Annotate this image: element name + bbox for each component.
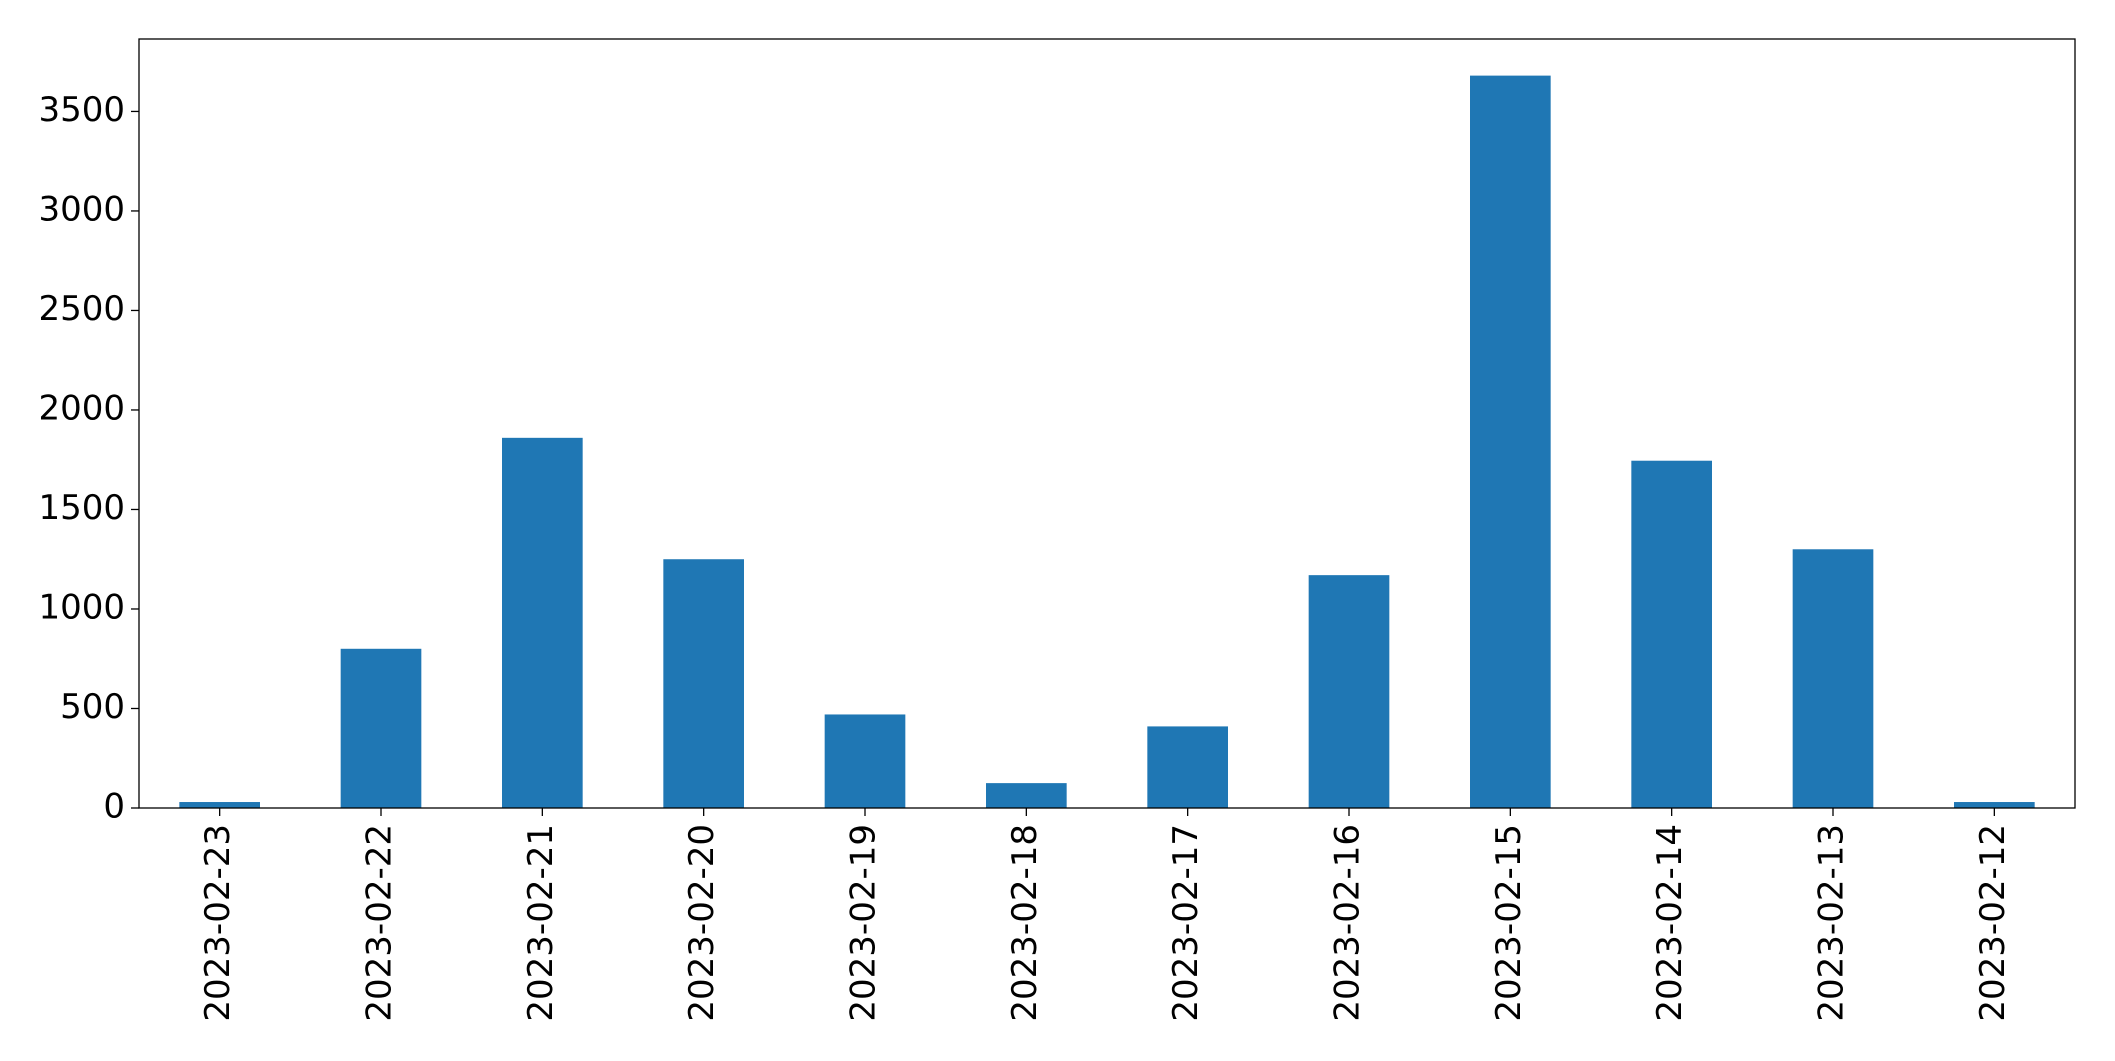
bar (824, 714, 906, 808)
x-tick-label: 2023-02-16 (1328, 824, 1368, 1022)
bar (1470, 75, 1551, 809)
plot-frame (138, 38, 2076, 809)
bar (1792, 549, 1874, 808)
y-tick-label: 500 (60, 687, 125, 727)
x-tick-label: 2023-02-21 (521, 824, 561, 1022)
y-tick-label: 3000 (38, 189, 125, 229)
y-tick-label: 1000 (38, 587, 125, 627)
y-tick-label: 1500 (38, 488, 125, 528)
bar (1631, 460, 1712, 808)
bar (179, 802, 260, 808)
x-tick-label: 2023-02-23 (198, 824, 238, 1022)
x-tick-label: 2023-02-13 (1812, 824, 1852, 1022)
x-tick-label: 2023-02-15 (1489, 824, 1529, 1022)
bar (1308, 575, 1390, 808)
bar (986, 783, 1067, 808)
bar (502, 437, 583, 808)
y-tick-label: 2000 (38, 388, 125, 428)
bar (340, 648, 422, 808)
x-tick-label: 2023-02-18 (1005, 824, 1045, 1022)
x-tick-label: 2023-02-17 (1166, 824, 1206, 1022)
y-tick-label: 0 (103, 787, 125, 827)
x-tick-label: 2023-02-20 (682, 824, 722, 1022)
bar (663, 559, 744, 808)
y-tick-label: 3500 (38, 90, 125, 130)
x-tick-label: 2023-02-12 (1973, 824, 2013, 1022)
x-tick-label: 2023-02-22 (360, 824, 400, 1022)
bar (1147, 726, 1228, 808)
y-tick-label: 2500 (38, 289, 125, 329)
x-tick-label: 2023-02-14 (1650, 824, 1690, 1022)
bar (1954, 802, 2035, 808)
x-tick-label: 2023-02-19 (844, 824, 884, 1022)
